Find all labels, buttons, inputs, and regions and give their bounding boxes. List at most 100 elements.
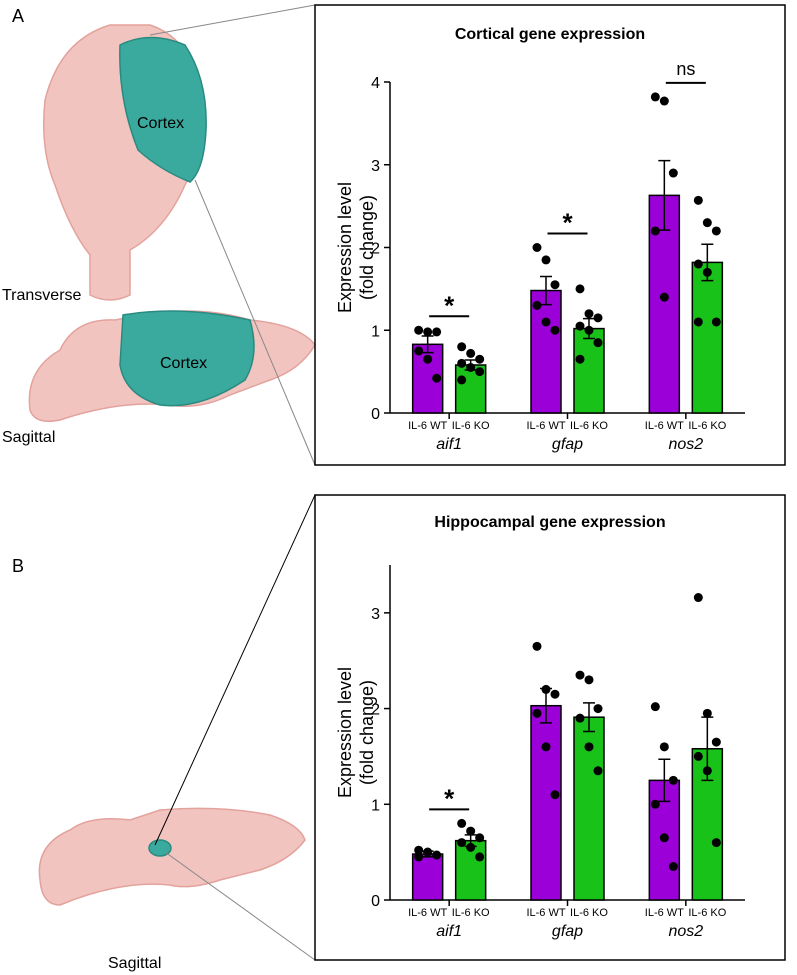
data-point [575, 284, 585, 294]
data-point [693, 593, 703, 603]
data-point [711, 226, 721, 236]
chart-frame [314, 494, 786, 961]
data-point [668, 862, 678, 871]
data-point [593, 704, 603, 714]
data-point [466, 842, 476, 852]
y-axis-label: Expression level [335, 182, 355, 313]
data-point [432, 327, 442, 337]
data-point [575, 321, 585, 331]
y-tick-label: 0 [371, 893, 380, 910]
data-point [541, 742, 551, 752]
group-label: IL-6 WT [408, 420, 447, 432]
data-point [414, 346, 424, 356]
data-point [457, 358, 467, 368]
view-label: Sagittal [2, 429, 55, 446]
data-point [593, 766, 603, 776]
data-point [414, 852, 424, 862]
significance-label: ns [676, 59, 695, 79]
data-point [466, 348, 476, 358]
category-label: nos2 [668, 923, 703, 940]
data-point [541, 255, 551, 265]
data-point [584, 325, 594, 335]
data-point [702, 708, 712, 718]
y-tick-label: 1 [371, 797, 380, 814]
data-point [659, 292, 669, 302]
view-label: Transverse [2, 287, 82, 304]
data-point [414, 325, 424, 335]
data-point [457, 375, 467, 385]
data-point [702, 766, 712, 776]
data-point [475, 833, 485, 843]
illustration-a: A Cortex Transverse Cortex Sagittal [2, 4, 316, 466]
data-point [550, 325, 560, 335]
data-point [550, 280, 560, 290]
chart-frame [314, 4, 786, 466]
chart-title: Cortical gene expression [455, 26, 645, 43]
data-point [432, 373, 442, 383]
data-point [475, 367, 485, 377]
data-point [584, 309, 594, 319]
error-bar [658, 159, 671, 231]
view-label: Sagittal [108, 955, 161, 972]
data-point [457, 342, 467, 352]
panel-label: A [12, 6, 24, 26]
group-label: IL-6 WT [408, 907, 447, 919]
group-label: IL-6 KO [452, 907, 490, 919]
group-label: IL-6 KO [688, 420, 726, 432]
data-point [659, 96, 669, 106]
data-point [584, 675, 594, 685]
y-axis-label: (fold change) [357, 680, 377, 785]
y-axis-label: (fold change) [357, 195, 377, 300]
data-point [475, 852, 485, 862]
data-point [550, 689, 560, 699]
data-point [423, 847, 433, 857]
connector [194, 179, 316, 466]
bar [691, 261, 724, 414]
y-tick-label: 3 [371, 606, 380, 623]
data-point [575, 670, 585, 680]
connector [149, 4, 316, 36]
y-tick-label: 2 [371, 241, 380, 258]
connector [164, 851, 316, 961]
panel-label: B [12, 556, 24, 576]
significance-label: * [444, 783, 455, 813]
y-axis-label: Expression level [335, 667, 355, 798]
category-label: aif1 [436, 923, 462, 940]
group-label: IL-6 KO [452, 420, 490, 432]
chart: Hippocampal gene expression 0 1 2 3 Expressio… [314, 494, 786, 961]
data-point [532, 641, 542, 651]
significance-label: * [562, 208, 573, 238]
group-label: IL-6 WT [526, 907, 565, 919]
data-point [532, 243, 542, 252]
data-point [414, 845, 424, 855]
cortex-region [119, 36, 207, 183]
data-point [693, 751, 703, 761]
data-point [423, 327, 433, 337]
error-bar [658, 758, 671, 803]
group-label: IL-6 WT [645, 420, 684, 432]
data-point [466, 362, 476, 372]
data-point [532, 708, 542, 718]
chart-title: Hippocampal gene expression [434, 514, 665, 531]
data-point [668, 168, 678, 178]
category-label: nos2 [668, 436, 703, 453]
group-label: IL-6 KO [570, 907, 608, 919]
group-label: IL-6 WT [526, 420, 565, 432]
data-point [693, 195, 703, 205]
data-point [650, 702, 660, 712]
data-point [702, 218, 712, 228]
y-tick-label: 1 [371, 323, 380, 340]
data-point [475, 354, 485, 364]
error-bar [540, 275, 552, 306]
data-point [457, 818, 467, 828]
data-point [466, 826, 476, 836]
data-point [693, 317, 703, 327]
data-point [584, 742, 594, 752]
bar [530, 704, 562, 901]
data-point [711, 838, 721, 848]
bar [530, 289, 562, 414]
data-point [711, 737, 721, 747]
data-point [593, 338, 603, 348]
category-label: gfap [552, 923, 583, 940]
